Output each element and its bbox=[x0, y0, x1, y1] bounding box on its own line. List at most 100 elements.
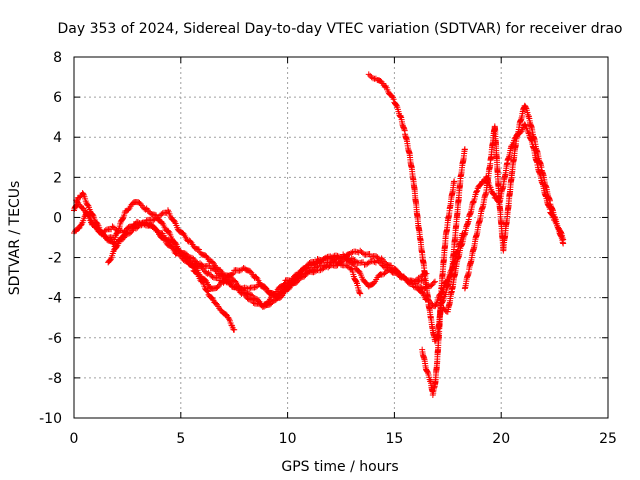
data-point bbox=[390, 96, 397, 103]
y-tick-label: -6 bbox=[48, 331, 62, 347]
series-track-10 bbox=[414, 146, 468, 310]
data-point bbox=[262, 284, 269, 291]
data-point bbox=[204, 287, 211, 294]
series-track-7 bbox=[419, 178, 458, 399]
data-point bbox=[365, 259, 372, 266]
data-point bbox=[253, 274, 260, 281]
data-point bbox=[135, 219, 142, 226]
y-tick-label: 4 bbox=[53, 130, 62, 146]
data-point bbox=[209, 274, 216, 281]
y-axis-label: SDTVAR / TECUs bbox=[7, 181, 23, 296]
series-track-4 bbox=[105, 218, 364, 301]
y-tick-label: 6 bbox=[53, 90, 62, 106]
data-point bbox=[448, 267, 455, 274]
plot-frame bbox=[73, 56, 609, 419]
data-point bbox=[261, 283, 268, 290]
data-point bbox=[352, 278, 359, 284]
data-point bbox=[431, 278, 438, 285]
data-point bbox=[370, 258, 377, 265]
data-point bbox=[107, 256, 114, 263]
data-point bbox=[227, 280, 234, 287]
data-point bbox=[134, 224, 141, 231]
data-point bbox=[194, 270, 201, 277]
series-track-9 bbox=[461, 102, 567, 292]
data-point bbox=[209, 259, 216, 266]
data-point bbox=[560, 240, 567, 247]
data-point bbox=[228, 322, 235, 329]
data-point bbox=[114, 228, 121, 235]
data-point bbox=[414, 279, 421, 286]
y-tick-label: 0 bbox=[53, 210, 62, 226]
chart-title: Day 353 of 2024, Sidereal Day-to-day VTE… bbox=[57, 21, 622, 37]
data-point bbox=[327, 253, 334, 260]
y-tick-label: -4 bbox=[48, 291, 62, 307]
data-point bbox=[401, 274, 408, 281]
data-point bbox=[84, 201, 91, 208]
x-tick-label: 10 bbox=[279, 431, 297, 447]
data-point bbox=[451, 178, 458, 185]
data-point bbox=[225, 315, 232, 322]
data-point bbox=[150, 223, 157, 230]
data-point bbox=[151, 211, 158, 218]
data-point bbox=[359, 250, 366, 257]
data-point bbox=[477, 181, 484, 188]
grid bbox=[74, 57, 608, 418]
data-point bbox=[188, 262, 195, 269]
y-tick-label: 8 bbox=[53, 50, 62, 66]
data-point bbox=[552, 214, 559, 221]
data-point bbox=[203, 287, 210, 294]
data-point bbox=[371, 258, 378, 265]
data-point bbox=[356, 290, 363, 297]
y-tick-label: -8 bbox=[48, 371, 62, 387]
data-point bbox=[213, 300, 220, 307]
x-tick-label: 15 bbox=[385, 431, 403, 447]
data-point bbox=[329, 256, 336, 263]
data-point bbox=[180, 230, 187, 237]
data-point bbox=[78, 222, 85, 229]
series-track-8 bbox=[440, 121, 567, 315]
y-tick-label: -2 bbox=[48, 251, 62, 267]
data-point bbox=[203, 253, 210, 260]
data-point bbox=[332, 258, 339, 265]
data-point bbox=[522, 122, 529, 129]
data-point bbox=[419, 289, 426, 296]
data-point bbox=[204, 270, 211, 277]
data-point bbox=[356, 268, 363, 275]
data-point bbox=[177, 248, 184, 255]
data-point bbox=[430, 279, 437, 286]
data-point bbox=[145, 220, 152, 227]
data-point bbox=[368, 74, 375, 81]
data-point bbox=[102, 227, 109, 234]
x-tick-label: 20 bbox=[492, 431, 510, 447]
data-point bbox=[80, 190, 87, 197]
data-point bbox=[444, 277, 451, 284]
data-point bbox=[165, 228, 172, 235]
data-point bbox=[187, 238, 194, 245]
y-tick-label: 2 bbox=[53, 170, 62, 186]
data-point bbox=[246, 285, 253, 292]
data-point bbox=[204, 288, 211, 295]
data-point bbox=[158, 211, 165, 218]
data-point bbox=[120, 215, 127, 222]
ticks: 0 5 10 15 20 25 -10 -8 -6 -4 -2 0 2 4 6 8 bbox=[39, 50, 617, 447]
data-point bbox=[351, 262, 358, 269]
data-point bbox=[303, 265, 310, 272]
data-point bbox=[357, 247, 364, 254]
data-point bbox=[374, 254, 381, 261]
data-point bbox=[248, 291, 255, 298]
data-point bbox=[75, 225, 82, 232]
data-point bbox=[357, 290, 364, 297]
data-point bbox=[378, 255, 385, 262]
data-point bbox=[394, 268, 401, 275]
data-point bbox=[461, 146, 468, 153]
data-point bbox=[154, 215, 161, 222]
data-point bbox=[264, 299, 271, 306]
data-point bbox=[397, 113, 404, 120]
data-point bbox=[424, 368, 431, 375]
data-point bbox=[555, 225, 562, 232]
data-point bbox=[525, 129, 532, 136]
data-point bbox=[172, 240, 179, 247]
data-point bbox=[121, 232, 128, 239]
data-point bbox=[85, 211, 92, 218]
data-point bbox=[189, 264, 196, 271]
